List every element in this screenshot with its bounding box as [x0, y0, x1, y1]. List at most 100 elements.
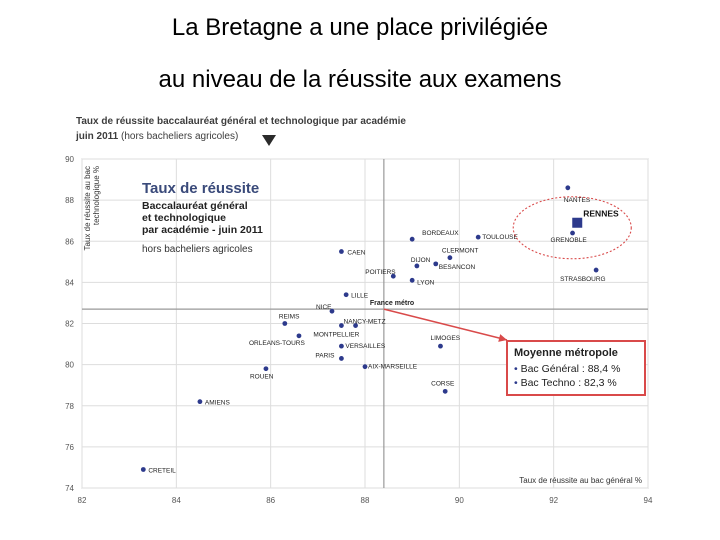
point-label-orleans-tours: ORLEANS-TOURS: [249, 340, 306, 347]
point-rennes: [572, 217, 583, 228]
point-label-limoges: LIMOGES: [430, 335, 460, 342]
point-poitiers: [390, 273, 396, 279]
figure-subheader: juin 2011 (hors bacheliers agricoles): [76, 131, 238, 142]
point-label-dijon: DIJON: [411, 257, 431, 264]
point-nantes: [565, 185, 571, 191]
slide-title-line-2: au niveau de la réussite aux examens: [158, 66, 562, 93]
point-label-corse: CORSE: [431, 380, 455, 387]
mean-arrow-line: [383, 308, 508, 341]
y-tick-label: 86: [65, 237, 74, 246]
point-label-strasbourg: STRASBOURG: [560, 276, 606, 283]
moyenne-metropole-box: Moyenne métropole • Bac Général : 88,4 %…: [506, 340, 646, 396]
point-label-caen: CAEN: [347, 250, 365, 257]
point-dijon: [414, 263, 420, 269]
y-tick-label: 74: [65, 484, 74, 493]
bullet-icon: •: [514, 377, 521, 389]
point-label-aix-marseille: AIX-MARSEILLE: [368, 364, 418, 371]
y-axis-label: Taux de réussite au bactechnologique %: [83, 166, 101, 251]
figure-header: Taux de réussite baccalauréat général et…: [76, 116, 406, 127]
slide-title-line-1: La Bretagne a une place privilégiée: [171, 14, 549, 41]
point-label-nancy-metz: NANCY-METZ: [344, 319, 386, 326]
point-paris: [339, 356, 344, 361]
annotations: RENNES: [383, 196, 632, 342]
y-tick-label: 88: [65, 196, 74, 205]
point-clermont: [447, 255, 453, 261]
figure-subheader-note: (hors bacheliers agricoles): [118, 131, 239, 142]
bullet-icon: •: [514, 363, 521, 375]
point-label-creteil: CRETEIL: [148, 467, 176, 474]
point-label-rouen: ROUEN: [250, 374, 274, 381]
point-rouen: [263, 366, 269, 372]
inset-subtitle: Baccalauréat général et technologique pa…: [142, 200, 302, 236]
header-triangle-icon: [262, 135, 276, 146]
moyenne-row-general: • Bac Général : 88,4 %: [514, 363, 620, 375]
point-label-versailles: VERSAILLES: [345, 343, 385, 350]
moyenne-techno-text: Bac Techno : 82,3 %: [520, 377, 617, 389]
point-besancon: [433, 261, 439, 267]
point-corse: [442, 388, 448, 394]
rennes-highlight-ellipse: [512, 196, 632, 260]
inset-line-3: par académie - juin 2011: [142, 224, 263, 236]
point-label-amiens: AMIENS: [205, 400, 231, 407]
point-aix-marseille: [362, 364, 368, 370]
point-strasbourg: [593, 267, 599, 273]
y-tick-label: 80: [65, 361, 74, 370]
inset-line-1: Baccalauréat général: [142, 200, 248, 212]
y-axis-label-line-1: Taux de réussite au bac: [83, 166, 92, 251]
france-metro-label: France métro: [370, 300, 414, 307]
moyenne-general-text: Bac Général : 88,4 %: [520, 363, 621, 375]
x-tick-label: 84: [172, 496, 181, 505]
point-label-besancon: BESANCON: [439, 264, 476, 271]
x-tick-label: 82: [78, 496, 87, 505]
inset-title: Taux de réussite: [142, 180, 260, 197]
point-nancy-metz: [353, 323, 358, 328]
point-versailles: [339, 343, 344, 349]
x-tick-label: 94: [644, 496, 653, 505]
point-bordeaux: [409, 236, 415, 242]
point-label-nice: NICE: [316, 304, 332, 311]
data-points: NANTES GRENOBLE STRASBOURG BORDEAUX TOULOUSE…: [140, 185, 606, 474]
point-label-clermont: CLERMONT: [442, 248, 479, 255]
figure-subheader-date: juin 2011: [76, 131, 119, 142]
point-label-poitiers: POITIERS: [365, 269, 396, 276]
y-tick-label: 84: [65, 278, 74, 287]
chart-axes: 82 84 86 88 90 92 94 74 76 78 80 82 84 86 88 90 Taux de …: [65, 155, 653, 505]
moyenne-row-techno: • Bac Techno : 82,3 %: [514, 377, 617, 389]
inset-note: hors bacheliers agricoles: [142, 244, 253, 255]
point-label-paris: PARIS: [315, 352, 335, 359]
point-toulouse: [475, 234, 481, 240]
x-tick-label: 86: [266, 496, 275, 505]
x-tick-label: 88: [361, 496, 370, 505]
point-label-nantes: NANTES: [564, 197, 591, 204]
point-orleans-tours: [296, 333, 302, 339]
point-creteil: [140, 467, 146, 472]
point-label-lille: LILLE: [351, 293, 369, 300]
point-amiens: [197, 399, 203, 405]
point-label-reims: REIMS: [279, 314, 300, 321]
point-grenoble: [570, 230, 575, 236]
point-lyon: [409, 277, 415, 283]
x-axis-label: Taux de réussite au bac général %: [519, 476, 642, 485]
y-tick-label: 82: [65, 320, 74, 329]
point-label-montpellier: MONTPELLIER: [313, 332, 359, 339]
point-montpellier: [339, 323, 344, 328]
y-tick-label: 78: [65, 402, 74, 411]
point-label-toulouse: TOULOUSE: [482, 234, 518, 241]
x-tick-label: 90: [455, 496, 464, 505]
point-label-grenoble: GRENOBLE: [551, 237, 588, 244]
mean-arrow-head-icon: [498, 334, 507, 342]
x-tick-label: 92: [549, 496, 558, 505]
point-label-lyon: LYON: [417, 279, 435, 286]
y-axis-label-line-2: technologique %: [92, 166, 101, 225]
moyenne-title: Moyenne métropole: [514, 347, 618, 359]
point-caen: [339, 249, 344, 254]
chart-grid: [81, 158, 649, 489]
point-label-bordeaux: BORDEAUX: [422, 230, 459, 237]
point-limoges: [438, 343, 443, 349]
point-nice: [329, 308, 335, 314]
y-tick-label: 90: [65, 155, 74, 164]
point-label-rennes: RENNES: [583, 209, 619, 219]
inset-line-2: et technologique: [142, 212, 226, 224]
y-tick-label: 76: [65, 443, 74, 452]
